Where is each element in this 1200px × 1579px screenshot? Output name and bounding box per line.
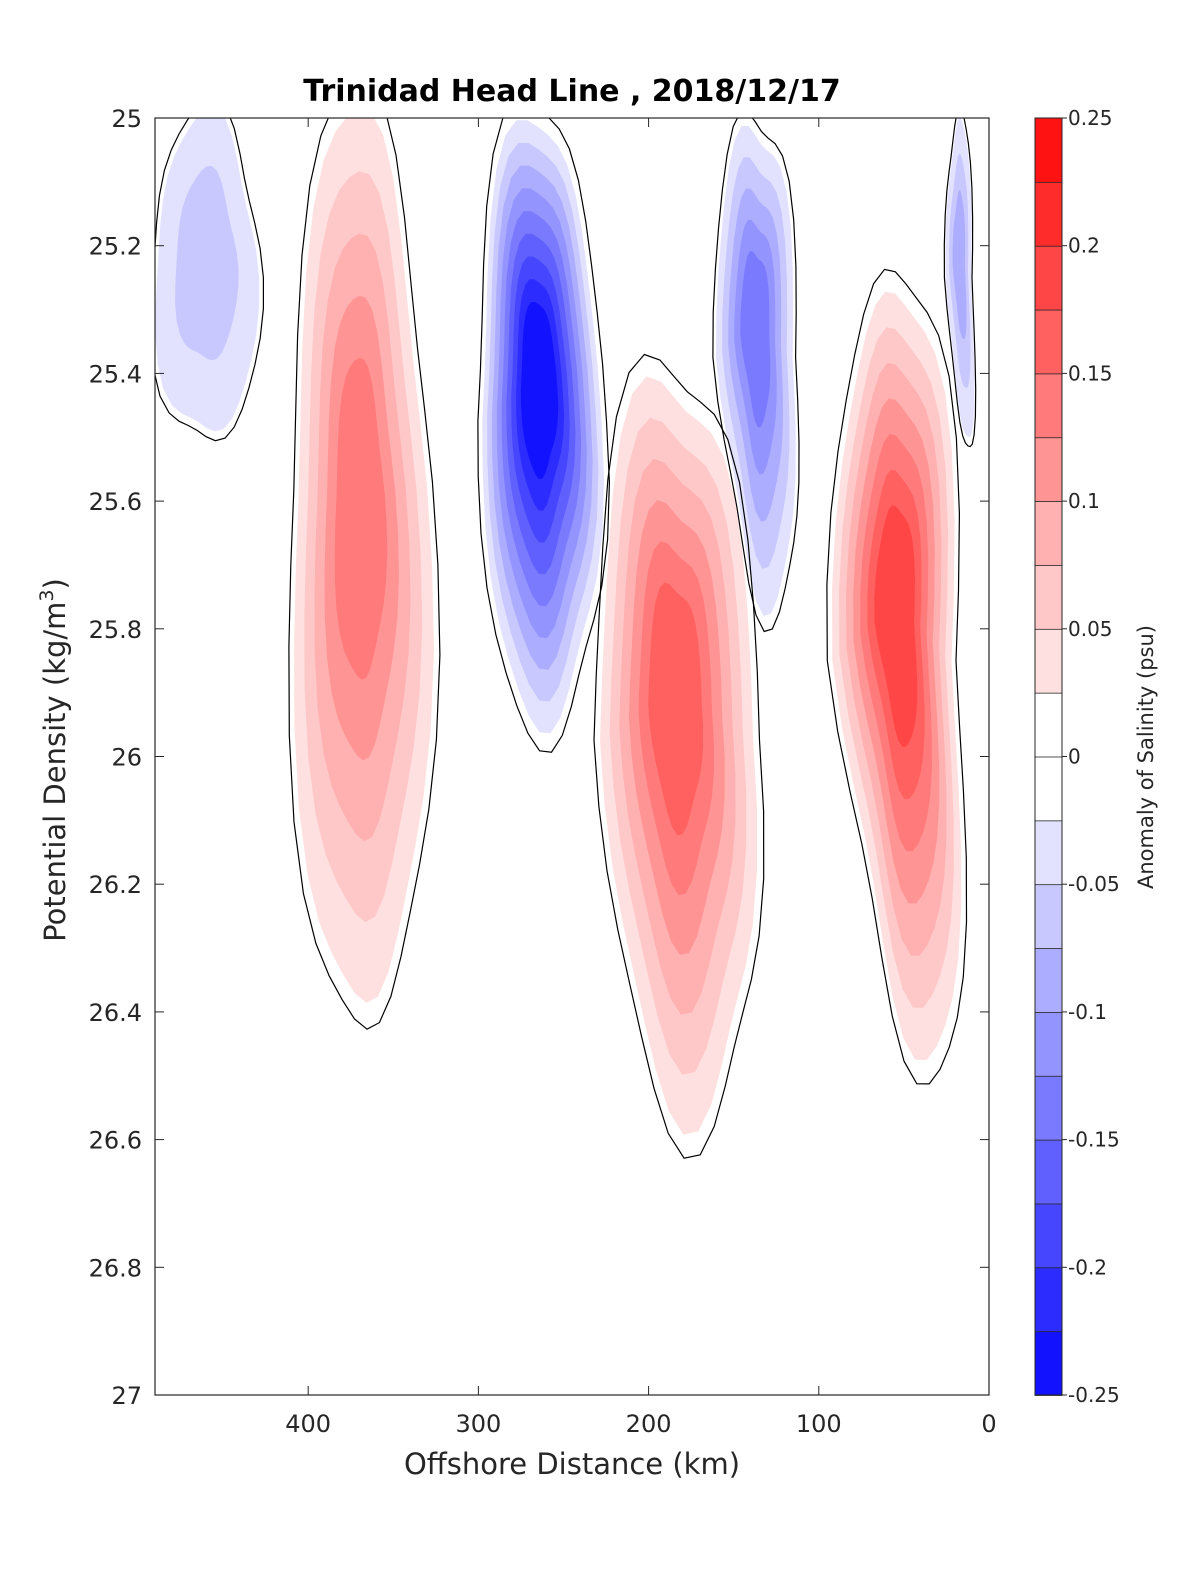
zero-contour-line (288, 118, 441, 1030)
colorbar-band (1034, 117, 1063, 183)
colorbar-tick-label: -0.15 (1068, 1128, 1120, 1152)
y-tick-label: 26.4 (89, 999, 142, 1027)
x-axis: 400 300 200 100 0 (285, 118, 997, 1438)
y-tick-label: 25.4 (89, 360, 142, 388)
y-tick-label: 26 (111, 744, 142, 772)
y-tick-label: 25.6 (89, 488, 142, 516)
colorbar-band (1034, 947, 1063, 1013)
zero-contour-line (477, 118, 611, 753)
colorbar-label: Anomaly of Salinity (psu) (1134, 625, 1158, 889)
colorbar-tick-label: -0.25 (1068, 1383, 1120, 1407)
colorbar-band (1034, 628, 1063, 694)
y-axis-label-text: Potential Density (kg/m (38, 602, 72, 942)
x-tick-label: 100 (796, 1410, 842, 1438)
colorbar-band (1034, 564, 1063, 630)
x-tick-label: 300 (455, 1410, 501, 1438)
colorbar-band (1034, 1266, 1063, 1333)
zero-contour-layer (155, 118, 977, 1159)
y-axis-label: Potential Density (kg/m3) (36, 578, 72, 942)
y-tick-label: 25.2 (89, 233, 142, 261)
x-axis-label: Offshore Distance (km) (404, 1447, 740, 1481)
colorbar-band (1034, 756, 1063, 822)
zero-contour-line (943, 118, 977, 448)
y-axis-label-superscript: 3 (36, 589, 58, 601)
colorbar-tick-label: -0.05 (1068, 872, 1120, 896)
colorbar-tick-label: 0.15 (1068, 361, 1113, 385)
y-axis-label-close: ) (38, 578, 72, 589)
y-tick-label: 26.2 (89, 871, 142, 899)
colorbar-band (1034, 309, 1063, 375)
colorbar-tick-label: 0.25 (1068, 106, 1113, 130)
colorbar-tick-label: 0 (1068, 745, 1081, 769)
colorbar-tick-label: -0.2 (1068, 1255, 1107, 1279)
y-tick-label: 25.8 (89, 616, 142, 644)
colorbar-band (1034, 436, 1063, 502)
colorbar-band (1034, 1330, 1063, 1396)
colorbar-band (1034, 181, 1063, 247)
y-tick-label: 26.8 (89, 1254, 142, 1282)
zero-contour-line (826, 268, 968, 1085)
colorbar-band (1034, 1139, 1063, 1205)
contour-fill-layer (155, 118, 975, 1135)
colorbar-tick-label: 0.1 (1068, 489, 1100, 513)
colorbar-frame (1034, 117, 1063, 1396)
chart-title: Trinidad Head Line , 2018/12/17 (303, 74, 840, 109)
contour-band (740, 251, 771, 428)
contour-band (334, 357, 388, 680)
zero-contour-line (155, 118, 264, 442)
x-tick-label: 200 (626, 1410, 672, 1438)
colorbar-tick-label: 0.2 (1068, 234, 1100, 258)
y-axis: 25 25.2 25.4 25.6 25.8 26 26.2 26.4 26.6 26.8 27 (89, 105, 989, 1410)
colorbar-band (1034, 819, 1063, 886)
y-tick-label: 27 (111, 1382, 142, 1410)
x-tick-label: 400 (285, 1410, 331, 1438)
colorbar-tick-label: 0.05 (1068, 617, 1113, 641)
contour-band (648, 582, 704, 836)
colorbar-band (1034, 1075, 1063, 1141)
contour-band (520, 302, 559, 480)
colorbar-band (1034, 1203, 1063, 1269)
colorbar-band (1034, 692, 1063, 758)
contour-band (874, 505, 918, 747)
colorbar: 0.25 0.2 0.15 0.1 0.05 0 -0.05 -0.1 -0.15 -0.2 -0.… (1034, 106, 1120, 1407)
colorbar-band (1034, 500, 1063, 566)
contour-band (175, 165, 239, 361)
x-tick-label: 0 (981, 1410, 996, 1438)
colorbar-band (1034, 372, 1063, 439)
colorbar-band (1034, 245, 1063, 311)
y-tick-label: 25 (111, 105, 142, 133)
y-tick-label: 26.6 (89, 1127, 142, 1155)
zero-contour-line (593, 353, 765, 1159)
colorbar-band (1034, 883, 1063, 949)
zero-contour-line (712, 118, 800, 633)
colorbar-tick-label: -0.1 (1068, 1000, 1107, 1024)
contour-band (952, 190, 967, 340)
colorbar-band (1034, 1011, 1063, 1077)
